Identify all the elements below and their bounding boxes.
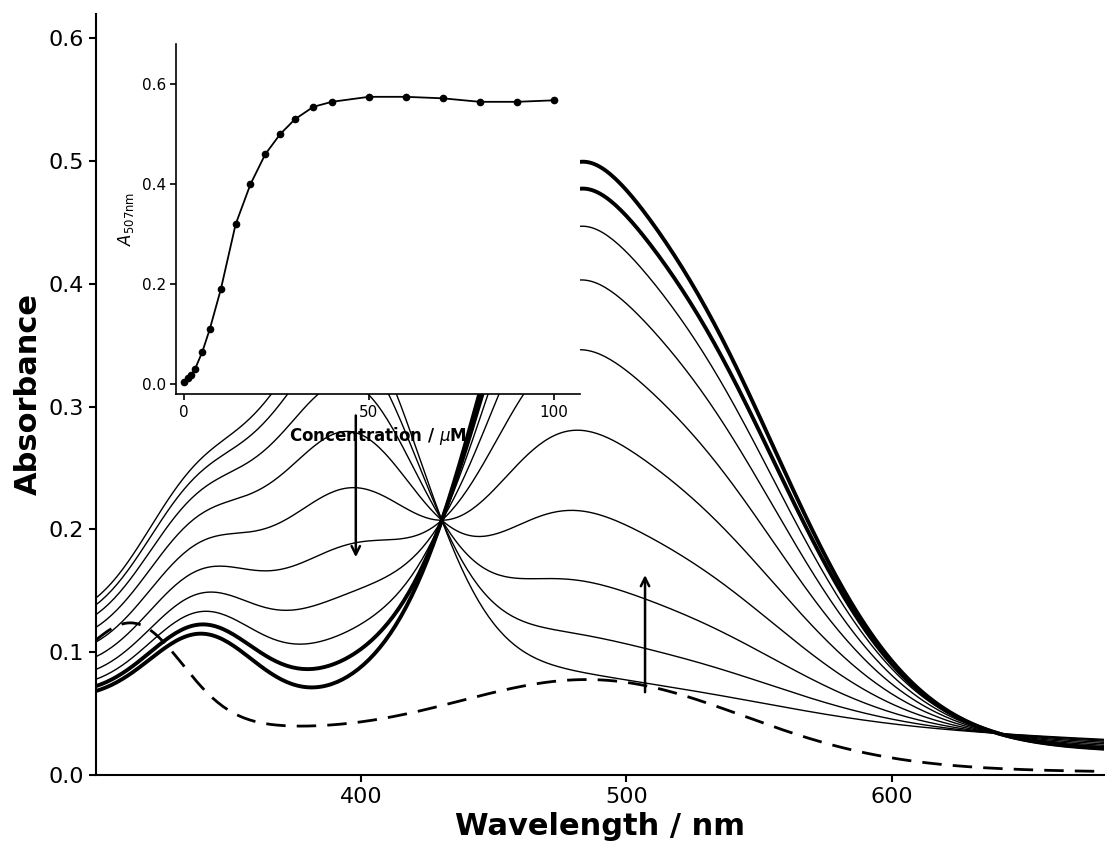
Y-axis label: Absorbance: Absorbance <box>13 293 42 495</box>
X-axis label: Wavelength / nm: Wavelength / nm <box>455 812 745 841</box>
